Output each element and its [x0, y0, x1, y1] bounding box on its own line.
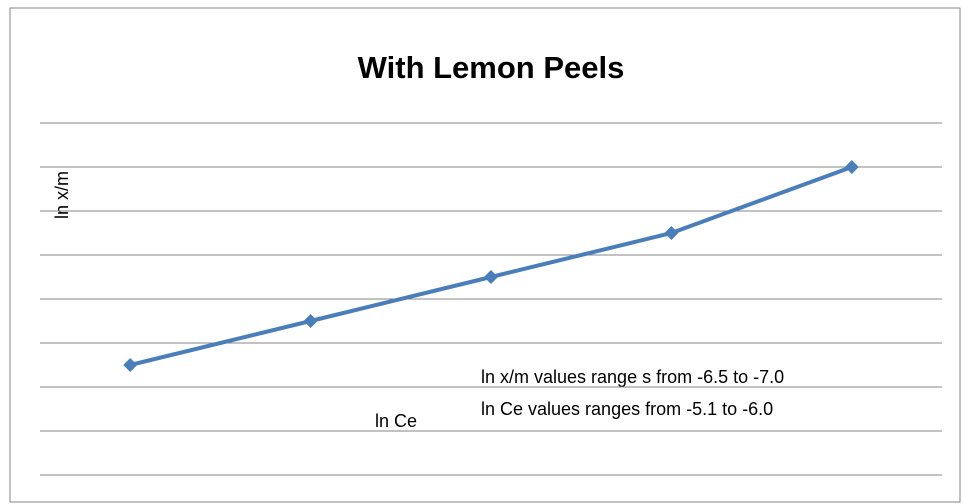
data-point	[303, 314, 318, 328]
annotation: ln x/m values range s from -6.5 to -7.0	[481, 367, 784, 387]
data-point	[664, 226, 679, 240]
data-point	[484, 270, 498, 284]
x-axis-label: ln Ce	[375, 411, 417, 431]
annotation: ln Ce values ranges from -5.1 to -6.0	[481, 399, 773, 419]
y-axis-label: ln x/m	[52, 171, 72, 219]
data-point	[123, 358, 138, 372]
data-point	[844, 160, 859, 174]
chart-title: With Lemon Peels	[358, 50, 625, 85]
